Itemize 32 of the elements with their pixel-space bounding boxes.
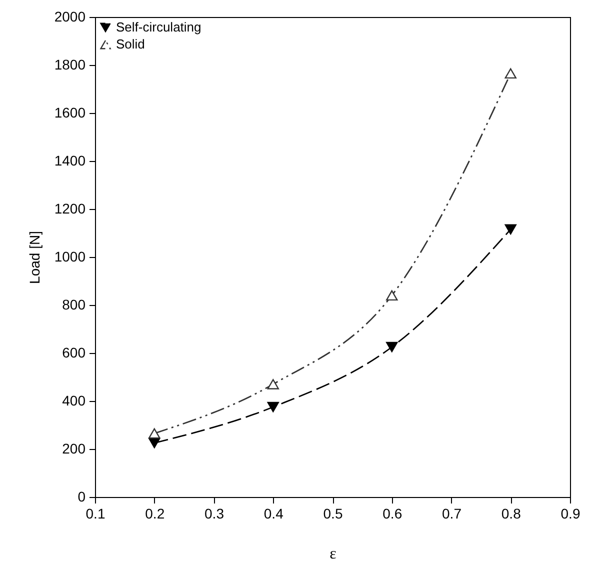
y-tick-label: 400: [62, 392, 86, 408]
y-tick-label: 1000: [54, 248, 86, 264]
x-tick-label: 0.8: [501, 506, 522, 522]
x-tick-label: 0.4: [264, 506, 284, 522]
y-axis-title: Load [N]: [26, 231, 42, 284]
point: [504, 68, 516, 79]
y-tick-label: 0: [78, 488, 86, 504]
x-tick-label: 0.1: [86, 506, 106, 522]
legend-label: Solid: [116, 36, 145, 52]
y-tick-label: 1800: [54, 56, 86, 72]
x-axis-title: ε: [330, 546, 337, 562]
point: [386, 342, 398, 352]
x-tick-label: 0.3: [204, 506, 224, 522]
point: [148, 438, 160, 448]
x-tick-label: 0.5: [323, 506, 343, 522]
legend-label: Self-circulating: [116, 20, 202, 34]
y-tick-label: 1600: [54, 104, 86, 120]
x-tick-label: 0.2: [145, 506, 165, 522]
y-tick-label: 800: [62, 296, 86, 312]
y-tick-label: 200: [62, 440, 86, 456]
point: [504, 224, 516, 235]
y-tick-label: 2000: [54, 8, 86, 24]
y-tick-label: 600: [62, 344, 86, 360]
y-tick-label: 1400: [54, 152, 86, 168]
point: [267, 402, 279, 412]
x-tick-label: 0.7: [442, 506, 462, 522]
x-tick-label: 0.9: [560, 506, 580, 522]
y-tick-label: 1200: [54, 200, 86, 216]
point: [267, 379, 279, 390]
point: [148, 428, 160, 439]
point: [386, 290, 398, 301]
x-tick-label: 0.6: [382, 506, 402, 522]
